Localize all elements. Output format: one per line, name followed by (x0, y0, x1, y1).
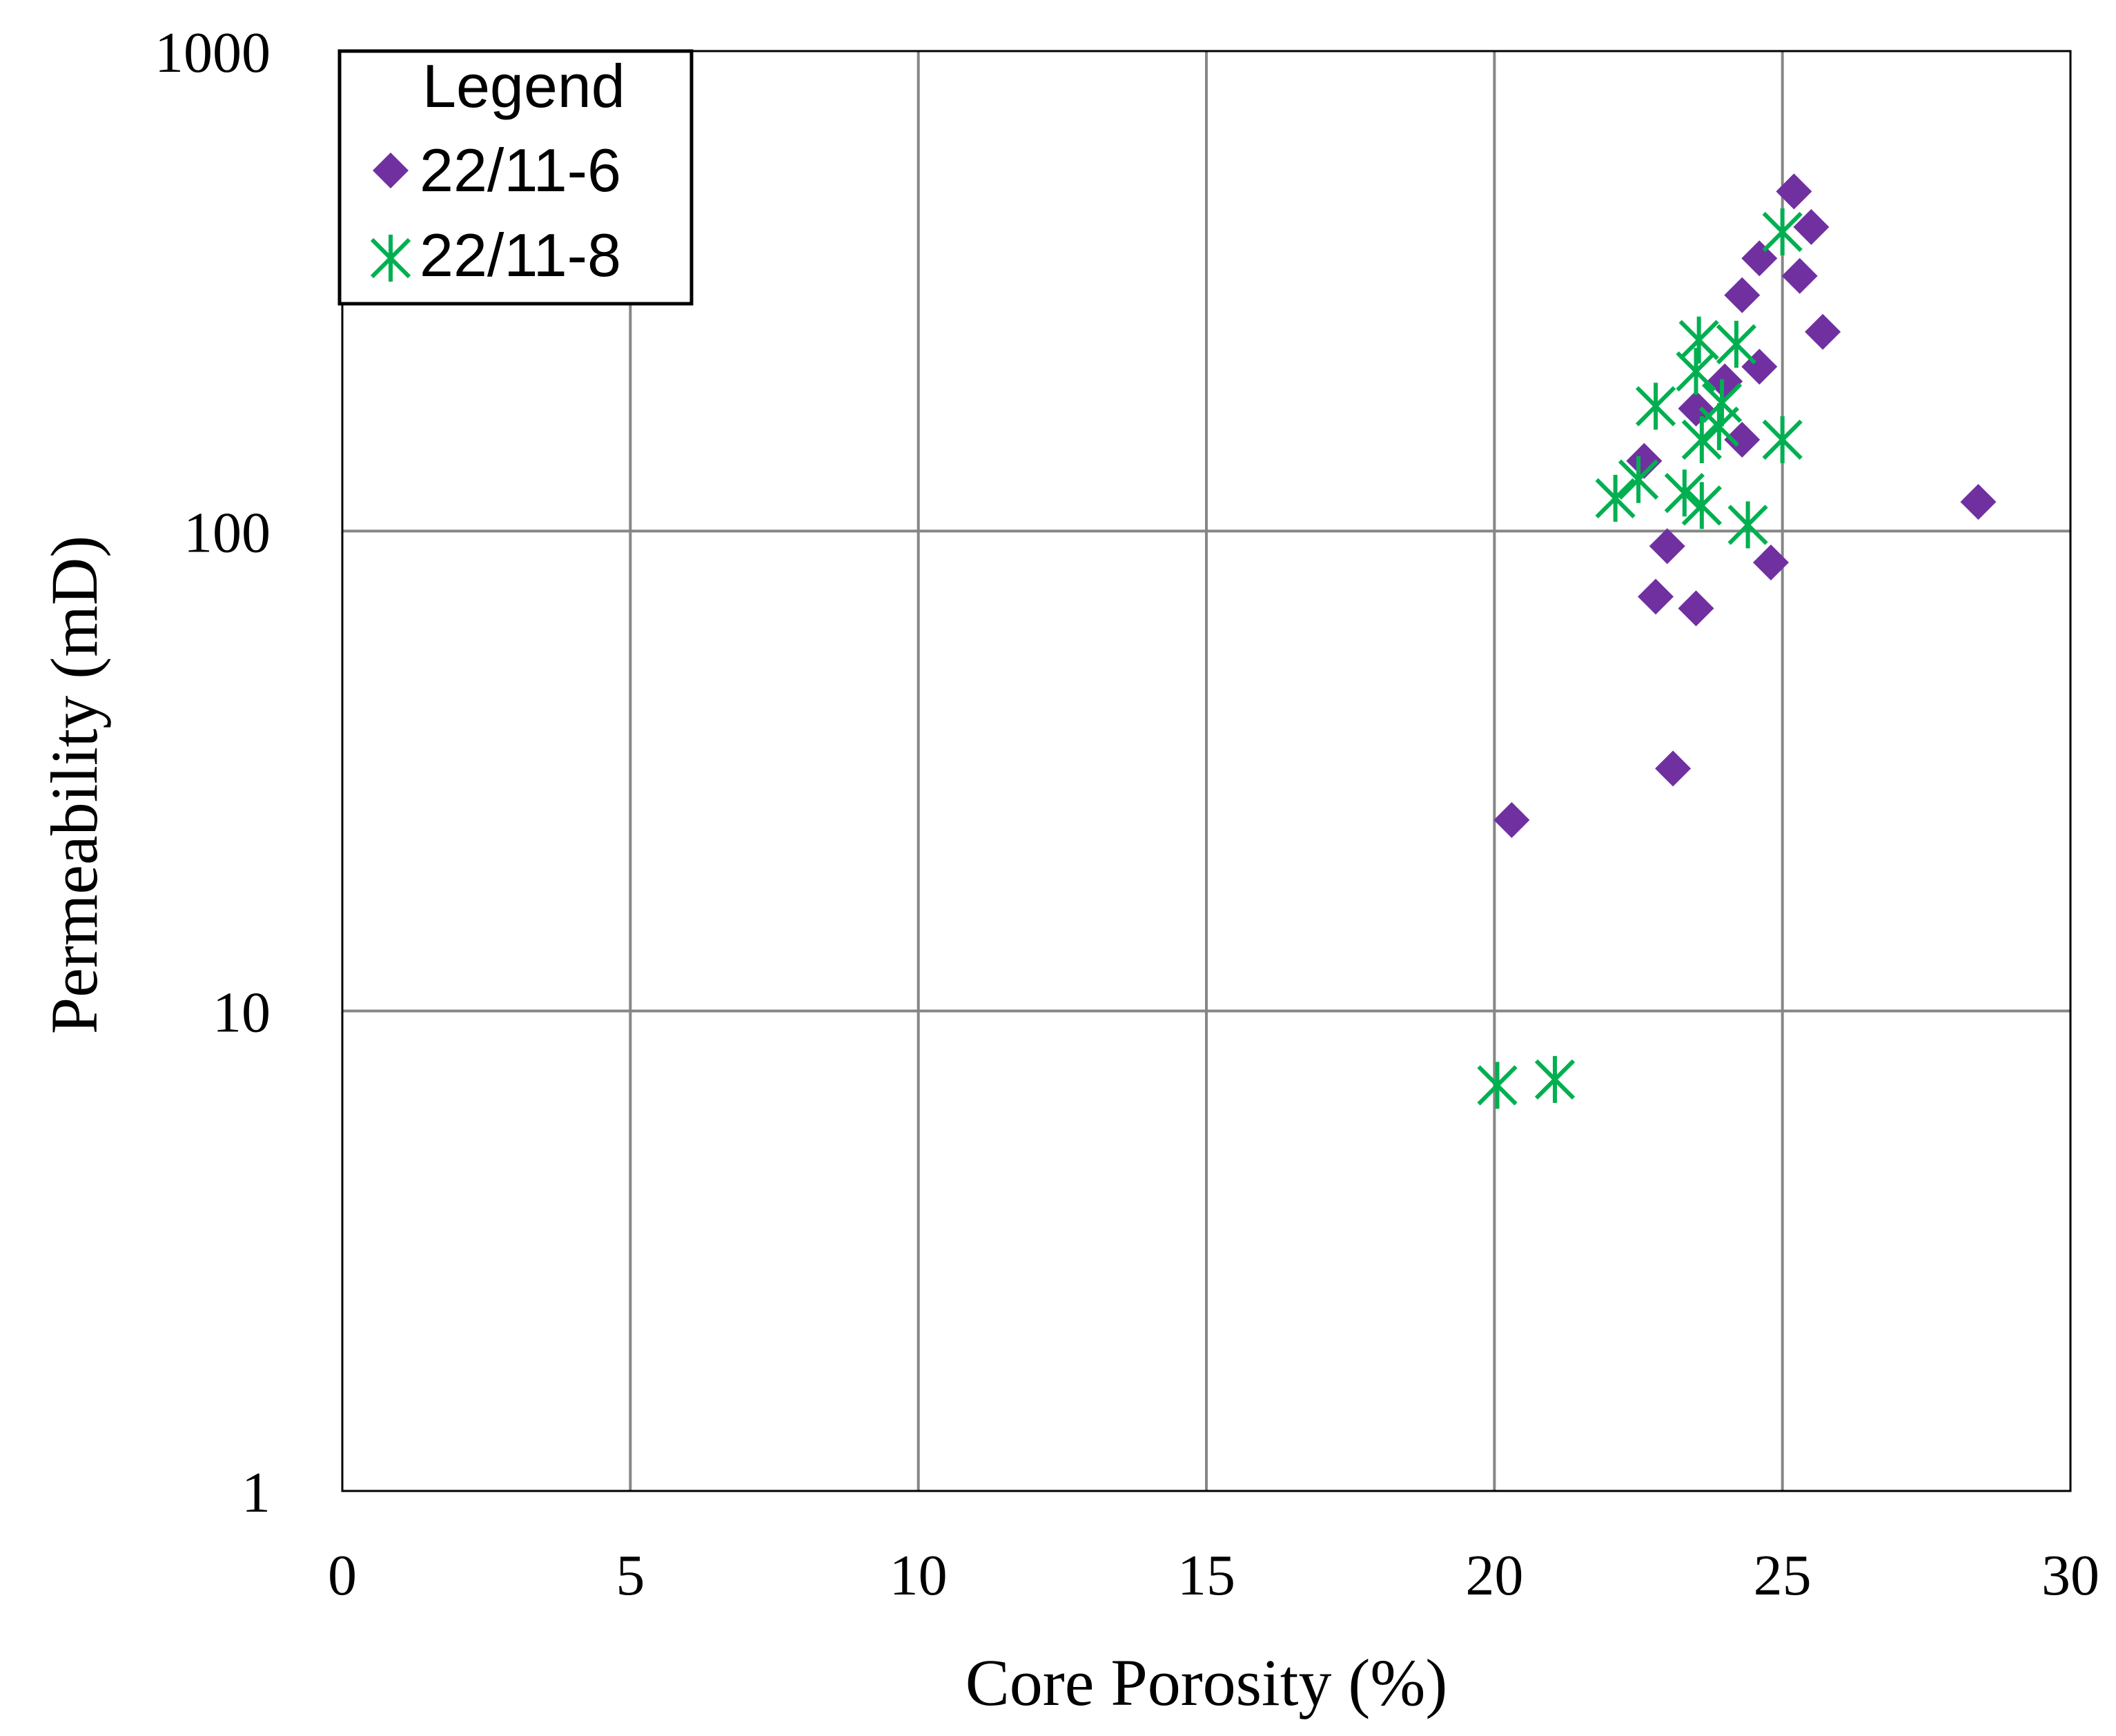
data-point-1-4 (1635, 382, 1676, 430)
data-point-0-11 (1724, 277, 1761, 313)
data-point-0-4 (1649, 528, 1685, 565)
legend-label-22-11-8: 22/11-8 (420, 221, 621, 289)
data-point-1-7 (1676, 348, 1716, 396)
legend-label-22-11-6: 22/11-6 (420, 136, 621, 204)
x-tick-label-1: 5 (616, 1543, 645, 1608)
data-point-1-15 (1762, 208, 1803, 255)
grid-lines (342, 51, 2070, 1491)
y-tick-label-3: 1000 (155, 21, 271, 85)
data-point-0-15 (1793, 208, 1830, 245)
x-tick-label-0: 0 (328, 1543, 357, 1608)
data-point-1-11 (1701, 379, 1743, 427)
legend-title: Legend (422, 52, 625, 120)
data-point-0-3 (1678, 590, 1714, 627)
legend: Legend 22/11-6 22/11-8 (337, 49, 694, 306)
series-0 (1493, 173, 1997, 838)
data-point-1-9 (1681, 416, 1722, 463)
y-tick-label-2: 100 (184, 500, 271, 565)
data-point-0-1 (1655, 750, 1692, 787)
legend-asterisk-icon (370, 235, 411, 282)
x-tick-label-3: 15 (1177, 1543, 1235, 1608)
y-axis-title: Permeability (mD) (37, 536, 111, 1034)
data-point-1-5 (1664, 469, 1705, 517)
data-point-0-17 (1960, 484, 1997, 520)
data-point-0-13 (1776, 173, 1812, 210)
data-point-1-14 (1762, 416, 1803, 463)
data-point-0-8 (1724, 421, 1761, 458)
y-tick-label-1: 10 (213, 981, 271, 1045)
x-axis-title: Core Porosity (%) (966, 1646, 1448, 1719)
data-point-0-14 (1781, 257, 1818, 294)
data-point-0-16 (1805, 313, 1841, 350)
x-tick-label-6: 30 (2041, 1543, 2099, 1608)
data-point-0-2 (1638, 578, 1674, 615)
x-tick-label-5: 25 (1754, 1543, 1812, 1608)
data-point-0-10 (1752, 544, 1789, 581)
legend-marker-diamond (373, 153, 409, 188)
data-point-1-8 (1678, 316, 1719, 364)
series-1 (1477, 208, 1803, 1109)
data-point-1-2 (1595, 474, 1636, 522)
data-point-1-6 (1681, 482, 1722, 529)
data-point-0-5 (1626, 442, 1663, 479)
data-point-1-3 (1618, 456, 1659, 503)
data-point-1-1 (1534, 1055, 1576, 1103)
x-tick-label-4: 20 (1465, 1543, 1523, 1608)
data-points (1477, 173, 1997, 1109)
y-tick-labels: 1 10 100 1000 (155, 21, 271, 1525)
data-point-1-13 (1727, 501, 1768, 549)
data-point-0-9 (1741, 349, 1778, 385)
data-point-0-12 (1741, 240, 1778, 277)
data-point-0-0 (1493, 801, 1530, 838)
x-tick-label-2: 10 (890, 1543, 948, 1608)
data-point-1-0 (1477, 1062, 1518, 1109)
y-tick-label-0: 1 (242, 1461, 271, 1525)
legend-marker-asterisk (370, 235, 411, 282)
data-point-1-12 (1716, 320, 1757, 368)
x-tick-labels: 0 5 10 15 20 25 30 (328, 1543, 2099, 1608)
legend-diamond-icon (373, 153, 409, 188)
plot-area (341, 50, 2072, 1492)
